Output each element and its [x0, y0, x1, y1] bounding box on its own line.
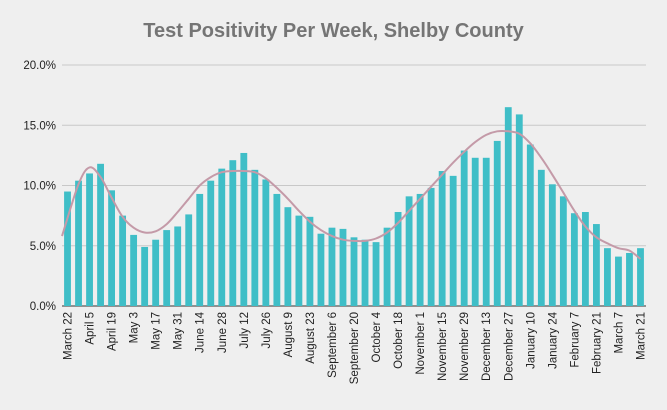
bar [306, 216, 314, 306]
x-tick-label: February 7 [569, 312, 581, 368]
y-tick-label: 10.0% [23, 181, 56, 193]
bar [163, 230, 171, 306]
x-tick-label: July 26 [261, 312, 273, 348]
bar [185, 214, 193, 306]
bar [130, 234, 138, 306]
x-tick-label: November 1 [415, 312, 427, 375]
y-tick-label: 15.0% [23, 120, 56, 132]
bar [317, 233, 325, 306]
x-tick-label: December 13 [481, 312, 493, 381]
x-tick-label: September 20 [349, 312, 361, 384]
bar [141, 246, 149, 306]
x-tick-label: June 28 [217, 312, 229, 353]
x-tick-label: June 14 [195, 311, 207, 353]
bar [328, 227, 336, 306]
y-tick-label: 20.0% [23, 60, 56, 72]
bar [581, 212, 589, 306]
bar [460, 150, 468, 306]
bar [438, 171, 446, 306]
bar [174, 226, 182, 306]
bar [515, 114, 523, 306]
bar [548, 184, 556, 306]
chart-title: Test Positivity Per Week, Shelby County [143, 20, 524, 42]
bar [637, 248, 644, 306]
bar [251, 169, 259, 306]
bar [471, 157, 479, 306]
bar [394, 212, 402, 306]
bar [372, 242, 380, 306]
y-tick-label: 0.0% [30, 301, 56, 313]
x-tick-label: February 21 [591, 312, 603, 374]
bar [449, 175, 457, 306]
bar [615, 256, 622, 306]
bar [218, 168, 226, 306]
bar [240, 152, 248, 306]
bar [493, 140, 501, 306]
x-tick-label: July 12 [239, 312, 251, 348]
bar [339, 228, 347, 306]
x-tick-label: May 17 [151, 312, 163, 350]
bar [537, 169, 545, 306]
x-tick-label: August 9 [283, 312, 295, 357]
bar [295, 215, 303, 306]
bar [229, 160, 237, 306]
x-tick-label: December 27 [503, 312, 515, 381]
bar [383, 227, 391, 306]
bar [196, 193, 204, 306]
x-tick-label: November 29 [459, 312, 471, 381]
y-tick-label: 5.0% [30, 241, 56, 253]
bar [108, 190, 116, 306]
x-tick-label: October 4 [371, 311, 383, 362]
bar [284, 207, 292, 306]
x-tick-label: March 21 [635, 312, 647, 360]
x-tick-label: April 5 [85, 312, 97, 345]
bar [559, 196, 567, 306]
bar [427, 187, 435, 306]
bar [504, 107, 512, 306]
trendline [61, 129, 642, 260]
bar [361, 239, 369, 306]
bar [273, 193, 281, 306]
bar [405, 196, 413, 306]
bar [207, 180, 215, 306]
x-tick-label: January 10 [525, 312, 537, 369]
x-tick-label: March 22 [63, 312, 75, 360]
x-tick-label: May 3 [129, 312, 141, 343]
x-tick-label: September 6 [327, 312, 339, 378]
x-tick-label: October 18 [393, 312, 405, 369]
bar [97, 163, 104, 306]
x-tick-label: May 31 [173, 312, 185, 350]
bar [350, 237, 358, 306]
bar [152, 239, 160, 306]
bar [526, 144, 534, 306]
bar [592, 224, 600, 306]
bar [119, 215, 127, 306]
bar [75, 180, 82, 306]
bar [262, 179, 270, 306]
x-tick-label: April 19 [107, 312, 119, 351]
bar [626, 252, 633, 306]
bar [482, 157, 490, 306]
bar [416, 193, 424, 306]
x-tick-label: August 23 [305, 312, 317, 364]
bar [604, 248, 611, 306]
bar [86, 173, 93, 306]
bar [64, 191, 71, 306]
x-tick-label: January 24 [547, 311, 559, 369]
x-tick-label: March 7 [613, 312, 625, 354]
bar [570, 213, 578, 306]
x-tick-label: November 15 [437, 312, 449, 381]
